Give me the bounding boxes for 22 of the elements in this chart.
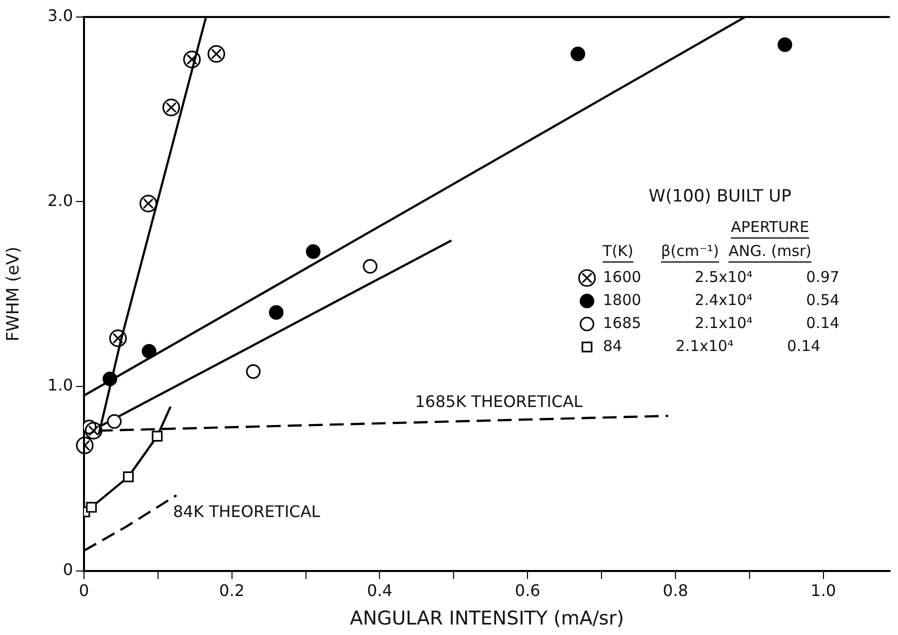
annotation: 1685K THEORETICAL (415, 392, 583, 412)
y-tick-label: 1.0 (48, 375, 73, 394)
y-tick-label: 3.0 (48, 6, 73, 26)
legend-label: 1800 2.4x10⁴ 0.54 (603, 290, 840, 309)
x-tick-label: 1.0 (810, 580, 836, 600)
x-tick-label: 0 (78, 580, 90, 600)
legend-label: 1600 2.5x10⁴ 0.97 (603, 268, 840, 286)
x-tick-label: 0.4 (367, 580, 392, 600)
x-tick-label: 0.6 (514, 580, 540, 600)
x-tick-label: 0.8 (662, 580, 688, 600)
annotation: β(cm⁻¹) (660, 242, 720, 260)
x-axis-title: ANGULAR INTENSITY (mA/sr) (350, 608, 624, 630)
y-axis-title: FWHM (eV) (4, 246, 24, 342)
x-tick-label: 0.2 (219, 580, 245, 600)
annotation: APERTURE ANG. (msr) (728, 218, 812, 260)
y-tick-label: 2.0 (48, 190, 73, 210)
annotation: 84K THEORETICAL (173, 502, 320, 522)
legend-label: 1685 2.1x10⁴ 0.14 (603, 314, 840, 332)
legend-label: 84 2.1x10⁴ 0.14 (603, 336, 820, 355)
y-tick-label: 0 (62, 560, 73, 580)
legend-title: W(100) BUILT UP (648, 186, 792, 206)
annotation: T(K) (602, 242, 634, 260)
